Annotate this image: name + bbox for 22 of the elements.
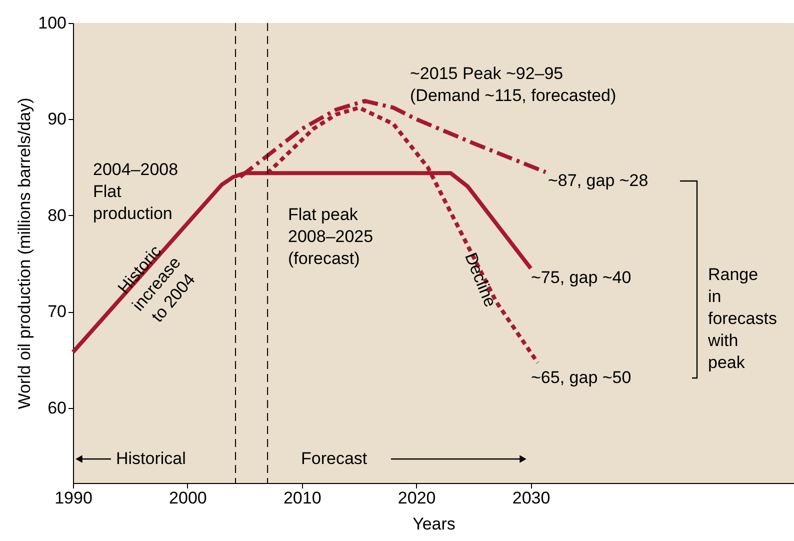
x-tick-label: 2010 (283, 488, 322, 508)
y-tick-label: 100 (38, 14, 66, 32)
annotation: Range in forecasts with peak (707, 265, 777, 372)
annotation: ~87, gap ~28 (548, 171, 648, 190)
x-axis-title: Years (412, 514, 456, 534)
x-tick-label: 1990 (54, 488, 92, 508)
y-tick-label: 90 (48, 110, 66, 129)
y-tick-label: 70 (48, 302, 66, 322)
x-tick-label: 2000 (169, 488, 207, 508)
y-tick-label: 60 (48, 398, 66, 418)
annotation: ~65, gap ~50 (531, 368, 632, 387)
annotation: ~75, gap ~40 (531, 268, 632, 287)
annotation: Decline (461, 250, 500, 310)
y-tick-label: 80 (48, 206, 66, 225)
annotation: Forecast (301, 449, 368, 468)
x-tick-label: 2020 (398, 488, 436, 508)
x-tick-label: 2030 (512, 488, 550, 508)
annotation: 2004–2008 Flat production (93, 160, 178, 223)
annotation: Flat peak 2008–2025 (forecast) (288, 205, 374, 268)
annotation: ~2015 Peak ~92–95 (Demand ~115, forecasted) (410, 64, 616, 105)
y-axis-title: World oil production (millions barrels/day) (15, 98, 34, 410)
annotation: Historical (116, 449, 186, 468)
